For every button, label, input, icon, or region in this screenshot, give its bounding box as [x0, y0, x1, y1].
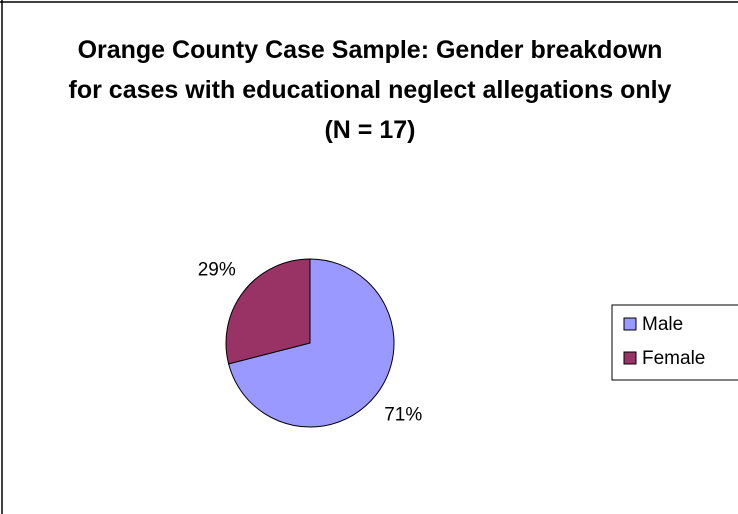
pie-slice: [225, 258, 311, 365]
legend-swatch: [623, 351, 637, 365]
data-label: 71%: [384, 404, 422, 425]
pie-slice: [228, 258, 395, 428]
data-label: 29%: [198, 260, 236, 281]
legend-label: Male: [642, 314, 683, 335]
chart-title: Orange County Case Sample: Gender breakd…: [68, 36, 672, 144]
legend-swatch: [623, 317, 637, 331]
legend-label: Female: [642, 348, 705, 369]
